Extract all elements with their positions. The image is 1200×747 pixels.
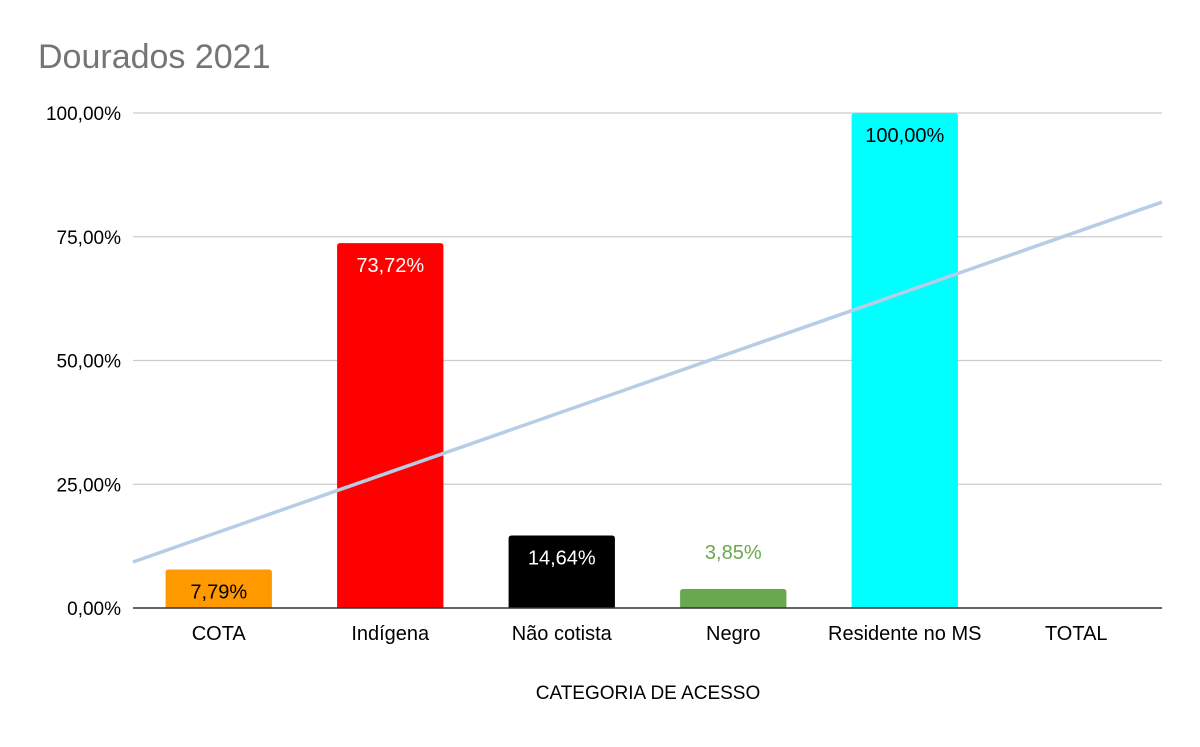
data-label: 3,85% <box>705 542 762 564</box>
y-tick-label: 25,00% <box>57 475 122 496</box>
label-layer: 7,79% 73,72% 14,64% 3,85% 100,00% <box>190 125 944 603</box>
data-label: 14,64% <box>528 548 596 570</box>
x-tick-label: Não cotista <box>512 623 613 645</box>
bar <box>851 113 958 608</box>
data-label: 7,79% <box>190 581 247 603</box>
data-label: 73,72% <box>356 255 424 277</box>
y-tick-label: 50,00% <box>57 352 122 373</box>
x-axis-title: CATEGORIA DE ACESSO <box>536 683 761 704</box>
y-tick-label: 75,00% <box>57 228 122 249</box>
bar <box>337 243 444 608</box>
x-tick-label: Negro <box>706 623 760 645</box>
axis-layer: 0,00% 25,00% 50,00% 75,00% 100,00% COTA Indíge… <box>46 104 1162 645</box>
trend-layer <box>132 200 1163 564</box>
x-tick-label: Indígena <box>351 623 430 645</box>
y-tick-label: 0,00% <box>67 599 121 620</box>
x-tick-label: COTA <box>192 623 247 645</box>
x-tick-label: Residente no MS <box>828 623 981 645</box>
x-tick-label: TOTAL <box>1045 623 1108 645</box>
bar <box>680 588 787 608</box>
trendline <box>132 200 1163 564</box>
grid-layer <box>133 112 1162 485</box>
bar-layer <box>165 113 958 608</box>
chart-title: Dourados 2021 <box>38 38 271 76</box>
bar <box>508 535 615 608</box>
y-tick-label: 100,00% <box>46 104 121 125</box>
bar <box>165 569 272 608</box>
data-label: 100,00% <box>865 125 944 147</box>
